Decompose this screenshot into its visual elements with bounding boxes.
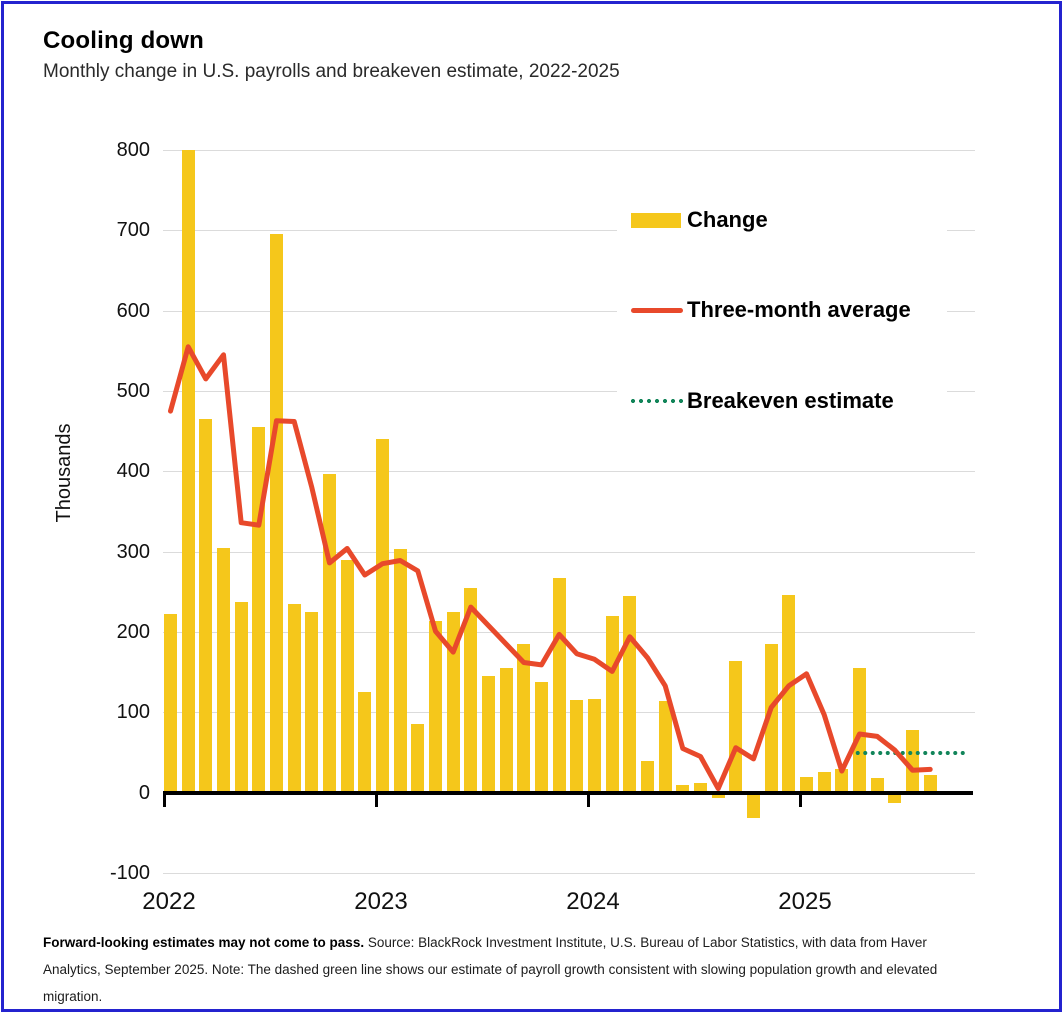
payroll-bar-2023-12	[570, 700, 584, 793]
year-tick-2024	[587, 794, 590, 807]
year-tick-2023	[375, 794, 378, 807]
payroll-bar-2025-02	[817, 771, 831, 793]
gridline-600	[163, 310, 975, 312]
payroll-bar-2022-12	[358, 692, 372, 793]
payroll-bar-2025-06	[888, 792, 902, 804]
payroll-bar-2023-10	[535, 681, 548, 793]
payroll-bar-2025-07	[906, 730, 919, 793]
payroll-bar-2024-10	[747, 792, 760, 818]
payroll-bar-2023-08	[499, 668, 513, 793]
payroll-bar-2024-07	[694, 783, 707, 793]
footnote-source-text: Source: BlackRock Investment Institute, …	[43, 935, 938, 1004]
year-tick-2025	[799, 794, 802, 807]
y-tick-label-200: 200	[116, 621, 150, 643]
payroll-bar-2024-04	[641, 760, 654, 793]
x-axis-line	[163, 790, 973, 795]
chart-title: Cooling down	[43, 27, 205, 54]
gridline-500	[163, 391, 975, 392]
payroll-bar-2023-01	[376, 439, 389, 793]
payroll-bar-2024-01	[588, 698, 601, 793]
gridline-800	[163, 150, 975, 151]
y-tick-label-700: 700	[116, 219, 150, 242]
y-tick-label-800: 800	[116, 139, 150, 161]
payroll-bar-2025-03	[835, 768, 849, 793]
gridline-200	[163, 632, 975, 633]
year-label-2023: 2023	[354, 888, 408, 915]
payroll-bar-2025-04	[853, 668, 866, 793]
year-label-2022: 2022	[142, 888, 196, 915]
year-label-2024: 2024	[566, 888, 620, 915]
y-tick-label-500: 500	[116, 380, 150, 402]
legend-label-breakeven: Breakeven estimate	[687, 388, 894, 413]
payroll-bar-2024-05	[658, 701, 672, 793]
legend-swatch-line-icon	[631, 308, 683, 313]
chart-subtitle: Monthly change in U.S. payrolls and brea…	[43, 61, 620, 82]
legend-swatch-bar-icon	[631, 213, 681, 228]
payroll-bar-2022-01	[164, 614, 177, 793]
payroll-bar-2023-07	[482, 676, 495, 793]
chart-legend: Change Three-month average Breakeven est…	[617, 196, 947, 418]
plot-area	[163, 150, 975, 874]
legend-label-change: Change	[687, 207, 768, 232]
payroll-bar-2024-06	[676, 784, 690, 793]
payroll-bar-2024-11	[764, 644, 778, 793]
payroll-bar-2023-06	[464, 587, 478, 793]
payroll-bar-2022-07	[270, 234, 283, 793]
legend-label-three-month-average: Three-month average	[687, 297, 911, 322]
payroll-bar-2022-03	[199, 419, 213, 793]
payroll-bar-2023-02	[393, 549, 407, 793]
y-tick-label-400: 400	[116, 460, 150, 483]
legend-swatch-dotted-line-icon	[629, 399, 687, 403]
y-tick-label-600: 600	[116, 299, 150, 322]
footnote-disclaimer: Forward-looking estimates may not come t…	[43, 935, 365, 950]
gridline-400	[163, 471, 975, 473]
payroll-bar-2023-05	[446, 611, 460, 793]
year-label-2025: 2025	[778, 888, 832, 915]
payroll-bar-2022-05	[234, 601, 248, 793]
payroll-bar-2023-09	[517, 644, 531, 793]
payroll-bar-2022-02	[181, 150, 195, 793]
gridline-300	[163, 551, 975, 553]
payroll-bar-2022-11	[340, 559, 354, 793]
payroll-bar-2022-08	[287, 603, 301, 793]
payroll-bar-2022-04	[217, 547, 230, 793]
gridline--100	[163, 873, 975, 874]
payroll-bar-2024-12	[782, 595, 796, 793]
payroll-bar-2025-01	[800, 776, 813, 793]
payroll-bar-2025-08	[923, 775, 937, 793]
payroll-bar-2023-03	[411, 724, 425, 793]
payroll-bar-2024-08	[711, 792, 725, 799]
gridline-700	[163, 230, 975, 232]
source-footnote: Forward-looking estimates may not come t…	[43, 929, 973, 1010]
payroll-bar-2025-05	[870, 778, 884, 793]
gridline-100	[163, 712, 975, 714]
y-tick-label--100: -100	[109, 862, 150, 884]
payroll-bar-2023-11	[552, 578, 566, 793]
year-tick-2022	[163, 794, 166, 807]
payroll-bar-2023-04	[429, 620, 442, 793]
breakeven-dotted-line	[853, 750, 968, 755]
y-tick-label-300: 300	[116, 540, 150, 563]
three-month-average-line	[168, 344, 933, 792]
payroll-bar-2022-09	[305, 611, 319, 793]
y-tick-label-0: 0	[138, 781, 150, 804]
y-tick-label-100: 100	[116, 701, 150, 724]
